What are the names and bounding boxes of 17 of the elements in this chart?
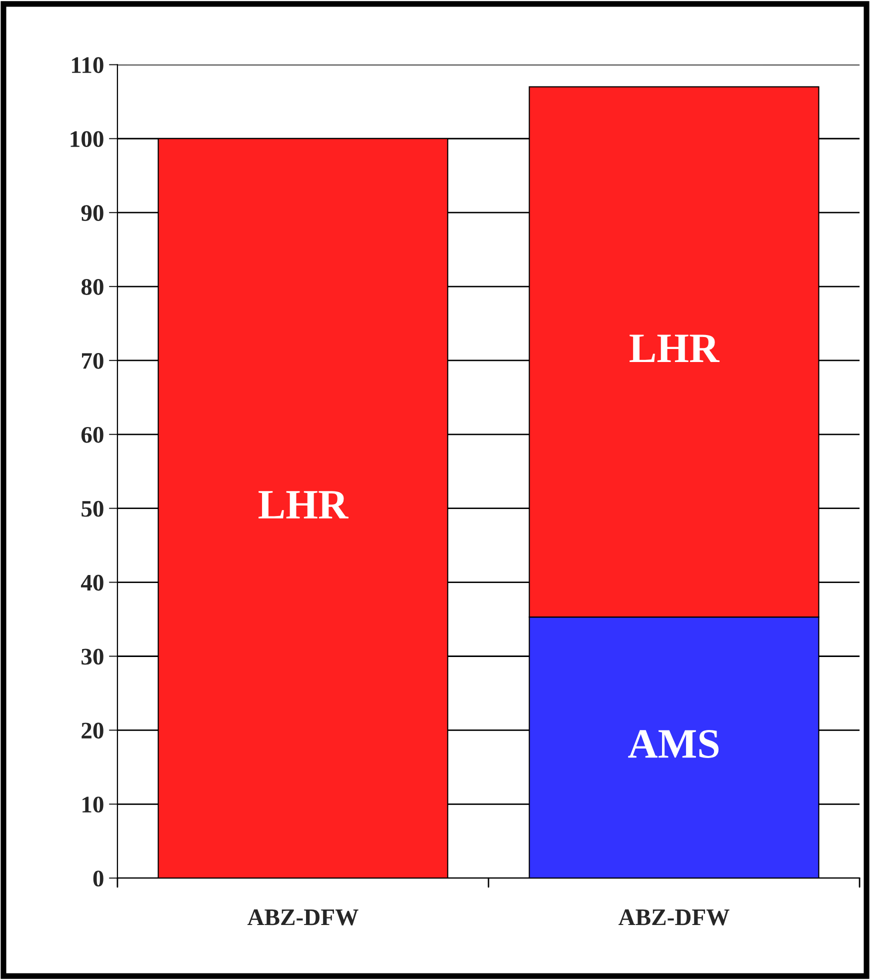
- y-tick-label: 20: [82, 722, 104, 739]
- x-tick-label: ABZ-DFW: [247, 909, 358, 926]
- text: LHR: [630, 334, 720, 362]
- y-tick-label: 70: [82, 352, 104, 369]
- y-tick-label: 110: [72, 57, 104, 74]
- y-tick-label: 100: [70, 131, 104, 148]
- series-label: AMS: [628, 730, 719, 758]
- x-tick-label: ABZ-DFW: [618, 909, 730, 926]
- y-tick-label: 80: [81, 279, 104, 295]
- y-tick-label: 30: [82, 648, 104, 665]
- y-tick-label: 60: [81, 426, 104, 443]
- y-tick-label: 50: [82, 500, 104, 517]
- y-tick-label: 90: [81, 205, 104, 221]
- series-label: LHR: [258, 491, 348, 518]
- y-tick-label: 40: [80, 574, 104, 591]
- y-tick-label: 0: [93, 870, 104, 887]
- y-tick-label: 10: [82, 796, 104, 813]
